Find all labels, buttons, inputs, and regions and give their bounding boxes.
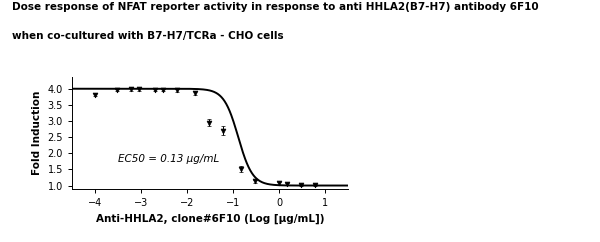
X-axis label: Anti-HHLA2, clone#6F10 (Log [μg/mL]): Anti-HHLA2, clone#6F10 (Log [μg/mL]) [96, 213, 324, 224]
Text: EC50 = 0.13 μg/mL: EC50 = 0.13 μg/mL [118, 154, 219, 164]
Text: when co-cultured with B7-H7/TCRa - CHO cells: when co-cultured with B7-H7/TCRa - CHO c… [12, 31, 284, 41]
Text: Dose response of NFAT reporter activity in response to anti HHLA2(B7-H7) antibod: Dose response of NFAT reporter activity … [12, 2, 539, 12]
Y-axis label: Fold Induction: Fold Induction [32, 91, 42, 175]
